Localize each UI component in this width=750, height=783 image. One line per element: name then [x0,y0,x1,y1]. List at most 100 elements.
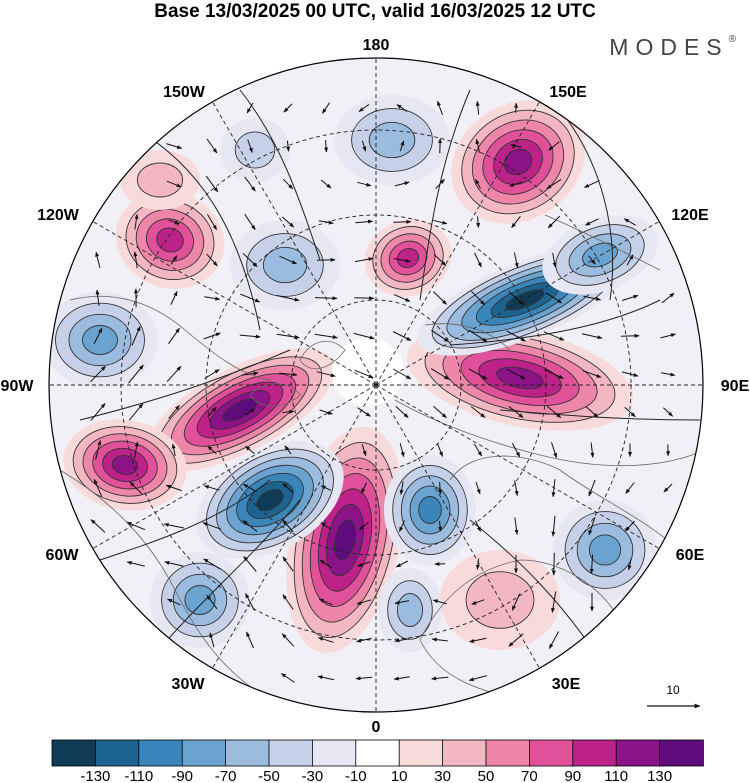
wind-arrow-8 [166,143,183,149]
wind-arrow-131 [399,443,405,458]
wind-arrow-109 [128,403,144,421]
wind-arrow-82 [314,333,338,340]
wind-arrow-153 [625,482,635,494]
colorbar-tick-label-5: -30 [302,768,324,783]
lon-label-90w: 90W [1,378,35,395]
wind-vectors [90,100,676,683]
wind-arrow-208 [355,676,373,681]
wind-arrow-66 [314,296,338,301]
wind-arrow-154 [663,483,673,493]
wind-arrow-51 [316,257,336,262]
wind-arrow-134 [511,443,521,458]
wind-arrow-99 [354,369,374,379]
wind-arrow-206 [280,673,295,683]
colorbar-swatch-1 [95,739,140,767]
wind-arrow-69 [433,291,447,305]
wind-arrow-149 [475,481,481,495]
wind-arrow-91 [660,333,676,339]
anomaly-center-negative-16 [334,95,450,185]
wind-arrow-49 [242,252,258,268]
meridian-line-1 [375,101,540,386]
wind-arrow-105 [582,370,602,378]
anomaly-contour-band [496,366,544,390]
wind-arrow-156 [126,521,146,531]
wind-arrow-4 [396,104,408,112]
coastline-3 [299,341,346,370]
wind-arrow-202 [431,637,448,642]
wind-arrow-26 [435,178,445,190]
wind-arrow-176 [357,561,371,567]
wind-arrow-103 [506,368,526,380]
wind-arrow-22 [282,178,294,190]
wind-arrow-151 [551,479,556,498]
wind-arrow-116 [395,406,409,418]
wind-arrow-87 [506,330,526,342]
wind-arrow-77 [131,326,141,346]
meridian-line-11 [212,101,377,386]
anomaly-center-negative-13 [384,455,476,565]
meridian-line-10 [92,221,377,386]
wind-arrow-30 [583,180,600,188]
wind-arrow-185 [206,594,218,610]
wind-arrow-101 [430,368,450,380]
anomaly-contour-band [82,325,118,355]
wind-arrow-114 [319,409,333,415]
wind-arrow-39 [433,219,448,225]
wind-arrow-7 [514,102,519,113]
wind-arrow-79 [203,332,221,340]
wind-arrow-76 [93,327,103,345]
wind-arrow-46 [133,251,138,269]
wind-arrow-25 [394,181,410,187]
wind-arrow-74 [621,294,639,301]
wind-arrow-47 [170,255,178,265]
wind-arrow-200 [356,637,372,643]
wind-arrow-96 [241,371,259,376]
colorbar-tick-label-6: -10 [345,768,367,783]
lon-label-180: 180 [363,37,390,54]
map-title: Base 13/03/2025 00 UTC, valid 16/03/2025… [154,1,596,22]
meridian-line-4 [375,384,660,549]
anomaly-center-negative-12 [553,500,657,600]
colorbar-tick-label-8: 30 [434,768,451,783]
wind-arrow-70 [471,290,485,306]
wind-arrow-183 [627,557,632,571]
wind-arrow-161 [320,522,332,530]
wind-arrow-33 [206,214,218,231]
wind-arrow-205 [548,631,560,649]
wind-arrow-168 [588,517,596,536]
colorbar-swatch-9 [442,739,487,767]
wind-arrow-113 [282,409,295,414]
wind-arrow-48 [206,253,218,267]
wind-arrow-126 [171,443,176,457]
wind-arrow-1 [283,103,293,113]
wind-arrow-45 [95,251,101,269]
lon-label-60e: 60E [676,547,705,564]
wind-arrow-106 [621,371,639,377]
wind-arrow-55 [474,252,482,268]
map-border [48,57,704,713]
coastline-4 [249,383,301,407]
wind-arrow-119 [508,406,524,418]
wind-arrow-13 [361,140,367,152]
wind-arrow-155 [90,519,106,533]
wind-arrow-182 [589,554,594,574]
wind-arrow-68 [393,294,411,302]
wind-arrow-6 [475,100,480,115]
wind-arrow-143 [242,483,257,493]
colorbar-swatch-4 [225,739,270,767]
wind-arrow-36 [318,220,334,225]
wind-arrow-146 [361,482,367,494]
wind-arrow-59 [626,254,634,266]
wind-arrow-11 [286,140,291,152]
anomaly-contour-band [334,519,356,561]
wind-arrow-144 [282,483,294,493]
brand-wordmark: MODES [609,34,729,60]
wind-arrow-84 [392,331,412,341]
wind-arrow-190 [394,600,410,605]
coastline-1 [449,455,691,561]
wind-arrow-97 [278,372,298,377]
wind-arrow-31 [134,213,139,230]
anomaly-contour-band [505,289,545,311]
wind-arrow-127 [207,445,217,455]
wind-arrow-148 [438,481,443,495]
